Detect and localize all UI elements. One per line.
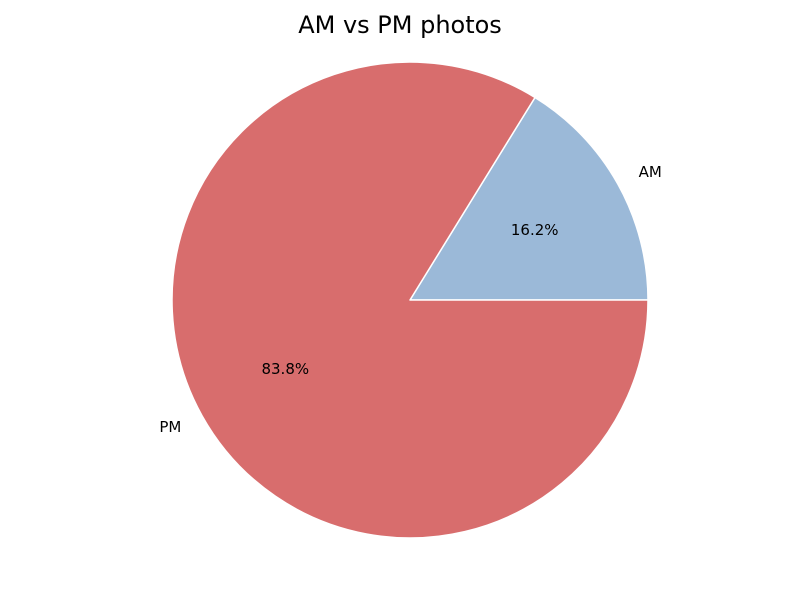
slice-label-am: AM [639, 163, 662, 181]
pct-label-am: 16.2% [511, 221, 559, 239]
pie-slices [171, 61, 649, 539]
pie-slice-pm [171, 61, 649, 539]
pie-labels: AM 16.2% PM 83.8% [159, 163, 661, 436]
pct-label-pm: 83.8% [261, 360, 309, 378]
chart-title: AM vs PM photos [298, 11, 502, 39]
slice-label-pm: PM [159, 418, 181, 436]
pie-slice-am [409, 96, 649, 301]
